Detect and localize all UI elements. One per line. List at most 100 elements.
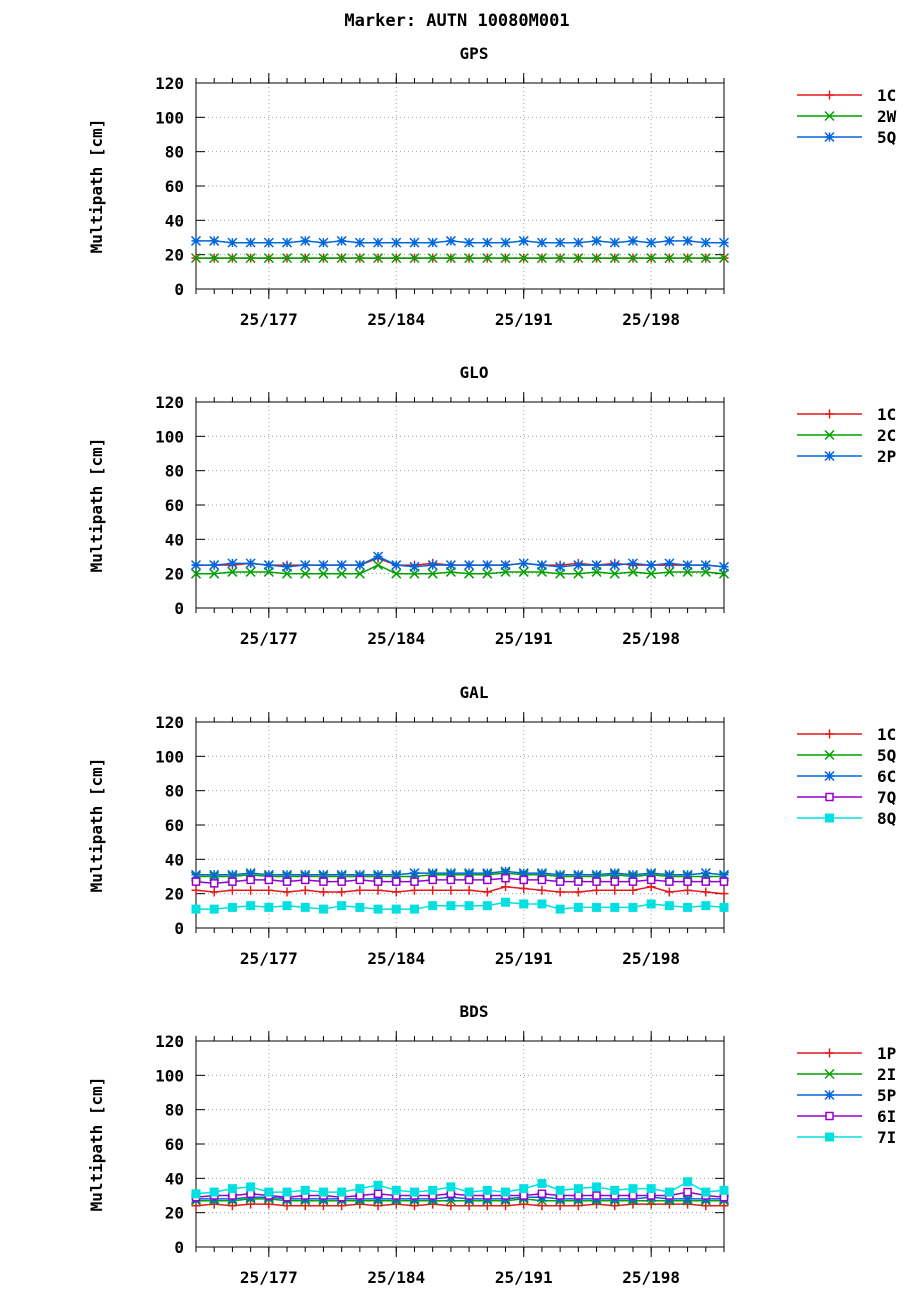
data-point (592, 885, 602, 895)
ytick-label: 80 (165, 143, 184, 162)
series-line (195, 1203, 724, 1207)
data-point (482, 868, 493, 879)
data-point (391, 904, 401, 914)
data-point (264, 1187, 274, 1197)
data-point (282, 1187, 292, 1197)
data-point (318, 869, 329, 880)
data-point (536, 237, 547, 248)
xtick-label: 25/191 (495, 1268, 553, 1287)
chart-title: GPS (460, 44, 489, 63)
legend-marker (824, 1089, 835, 1101)
ytick-label: 40 (165, 211, 184, 230)
data-point (300, 568, 311, 579)
xtick-label: 25/177 (240, 310, 298, 329)
data-point (555, 877, 565, 886)
data-point (500, 560, 511, 571)
xtick-label: 25/184 (367, 949, 425, 968)
ytick-label: 0 (174, 919, 184, 938)
data-point (391, 237, 402, 248)
legend-marker (824, 110, 835, 122)
data-point (628, 877, 638, 886)
data-point (318, 560, 329, 571)
ytick-label: 120 (155, 1032, 184, 1051)
data-point (664, 235, 675, 246)
data-point (391, 568, 402, 579)
data-point (664, 901, 674, 911)
data-point (464, 875, 474, 885)
legend-marker (824, 749, 835, 761)
data-point (300, 885, 310, 895)
xtick-label: 25/184 (367, 310, 425, 329)
data-point (555, 561, 566, 572)
data-point (427, 568, 438, 579)
data-point (646, 899, 656, 909)
data-point (373, 237, 384, 248)
legend-marker (825, 729, 834, 739)
data-point (373, 869, 384, 880)
data-point (227, 885, 237, 895)
y-axis-label: Multipath [cm] (87, 438, 106, 573)
legend-label: 2W (877, 107, 897, 126)
data-point (609, 560, 620, 571)
data-point (518, 566, 529, 577)
plot-frame (195, 1040, 725, 1248)
data-point (209, 235, 220, 246)
data-point (627, 253, 638, 264)
data-point (700, 560, 711, 571)
data-point (700, 868, 711, 879)
data-point (246, 1182, 256, 1192)
legend-label: 1P (877, 1044, 896, 1063)
data-point (337, 877, 346, 886)
data-point (336, 869, 347, 880)
legend-marker (825, 409, 834, 419)
data-point (574, 877, 583, 886)
data-point (701, 901, 711, 911)
series-line (196, 1198, 724, 1202)
data-point (683, 877, 692, 886)
xtick-label: 25/177 (240, 949, 298, 968)
data-point (227, 1184, 237, 1194)
data-point (392, 877, 401, 886)
data-point (409, 1187, 419, 1197)
data-point (354, 869, 365, 880)
data-point (700, 237, 711, 248)
data-point (573, 237, 584, 248)
ytick-label: 80 (165, 782, 184, 801)
data-point (373, 551, 384, 562)
legend-marker (825, 90, 834, 100)
data-point (609, 868, 620, 879)
xtick-label: 25/198 (622, 629, 680, 648)
data-point (191, 1189, 201, 1199)
xtick-label: 25/191 (495, 949, 553, 968)
data-point (482, 887, 492, 897)
data-point (664, 566, 675, 577)
data-point (209, 568, 220, 579)
data-point (646, 560, 657, 571)
data-point (718, 237, 730, 248)
data-point (373, 560, 384, 571)
data-point (719, 1185, 729, 1195)
data-point (464, 885, 474, 895)
data-point (337, 1187, 347, 1197)
data-point (409, 904, 419, 914)
data-point (627, 566, 638, 577)
data-point (409, 561, 420, 572)
legend-label: 7Q (877, 788, 896, 807)
data-point (592, 902, 602, 912)
data-point (628, 885, 638, 895)
data-point (445, 235, 456, 246)
data-point (464, 901, 474, 911)
data-point (664, 558, 675, 569)
data-point (246, 901, 256, 911)
data-point (190, 869, 202, 880)
data-point (501, 873, 510, 883)
data-point (373, 253, 384, 264)
ytick-label: 120 (155, 74, 184, 93)
data-point (537, 875, 547, 885)
series-line (196, 555, 725, 568)
legend-label: 7I (877, 1128, 896, 1147)
data-point (701, 1187, 711, 1197)
legend-label: 2C (877, 426, 896, 445)
data-point (245, 253, 256, 264)
data-point (718, 869, 730, 880)
